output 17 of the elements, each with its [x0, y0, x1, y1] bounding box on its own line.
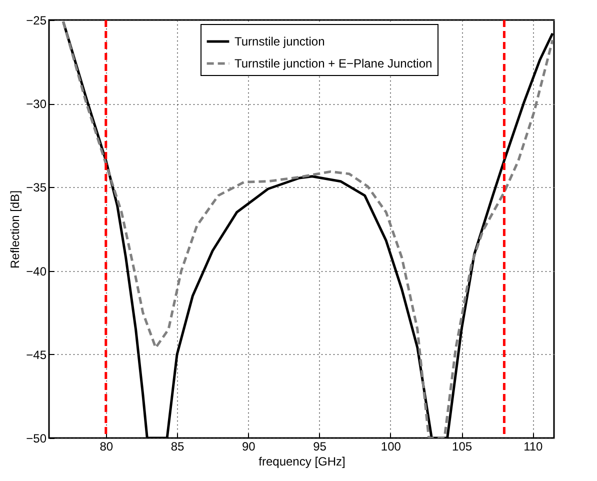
x-tick-label: 110 [524, 440, 544, 454]
y-tick-label: −35 [26, 180, 47, 195]
y-tick-label: −30 [26, 97, 47, 112]
x-tick-label: 90 [242, 440, 256, 454]
y-tick-label: −45 [26, 348, 47, 362]
x-tick-label: 80 [100, 440, 114, 454]
x-axis-title: frequency [GHz] [258, 454, 346, 468]
x-tick-label: 100 [380, 440, 402, 454]
y-axis-title: Reflection [dB] [8, 190, 22, 269]
legend-label: Turnstile junction + E−Plane Junction [234, 56, 432, 70]
y-tick-label: −25 [26, 14, 47, 28]
x-tick-label: 85 [170, 440, 185, 454]
y-tick-label: −40 [26, 264, 47, 278]
y-tick-label: −50 [26, 432, 47, 446]
x-tick-label: 105 [452, 440, 472, 454]
legend-label: Turnstile junction [234, 34, 325, 48]
x-tick-label: 95 [313, 440, 327, 454]
